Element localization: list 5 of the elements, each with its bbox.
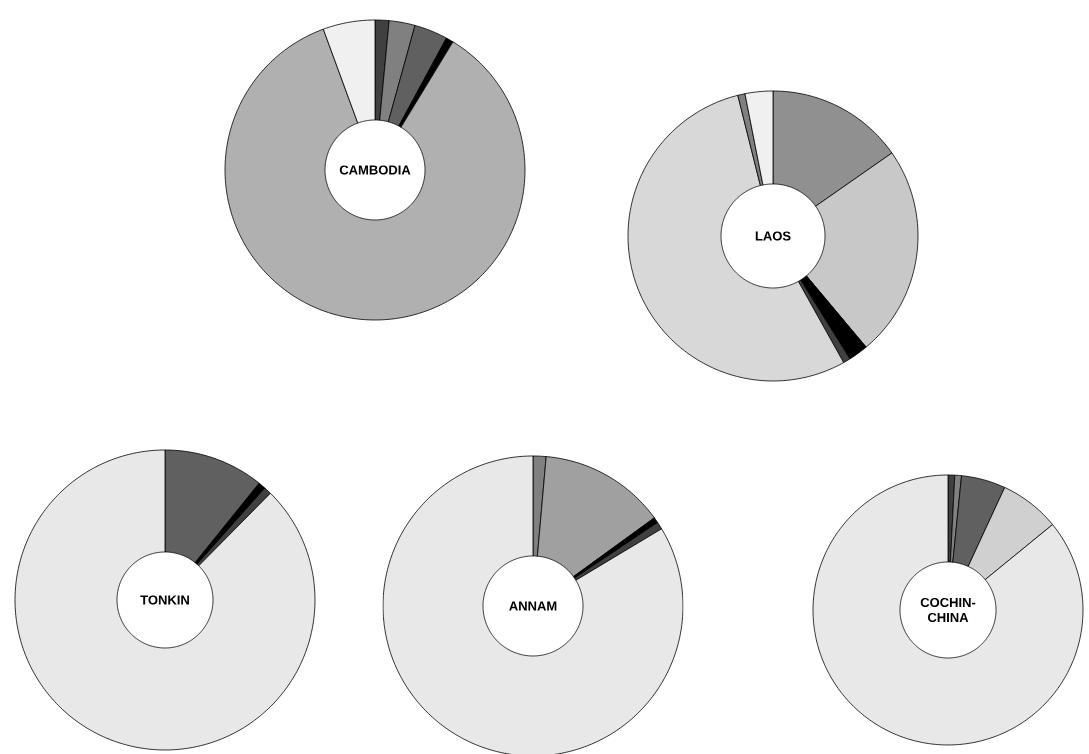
text: ANNAM (509, 601, 557, 611)
text: COCHIN-CHINA (920, 597, 976, 623)
text: TONKIN (140, 595, 189, 605)
text: CAMBODIA (339, 165, 411, 175)
text: LAOS (755, 231, 791, 241)
